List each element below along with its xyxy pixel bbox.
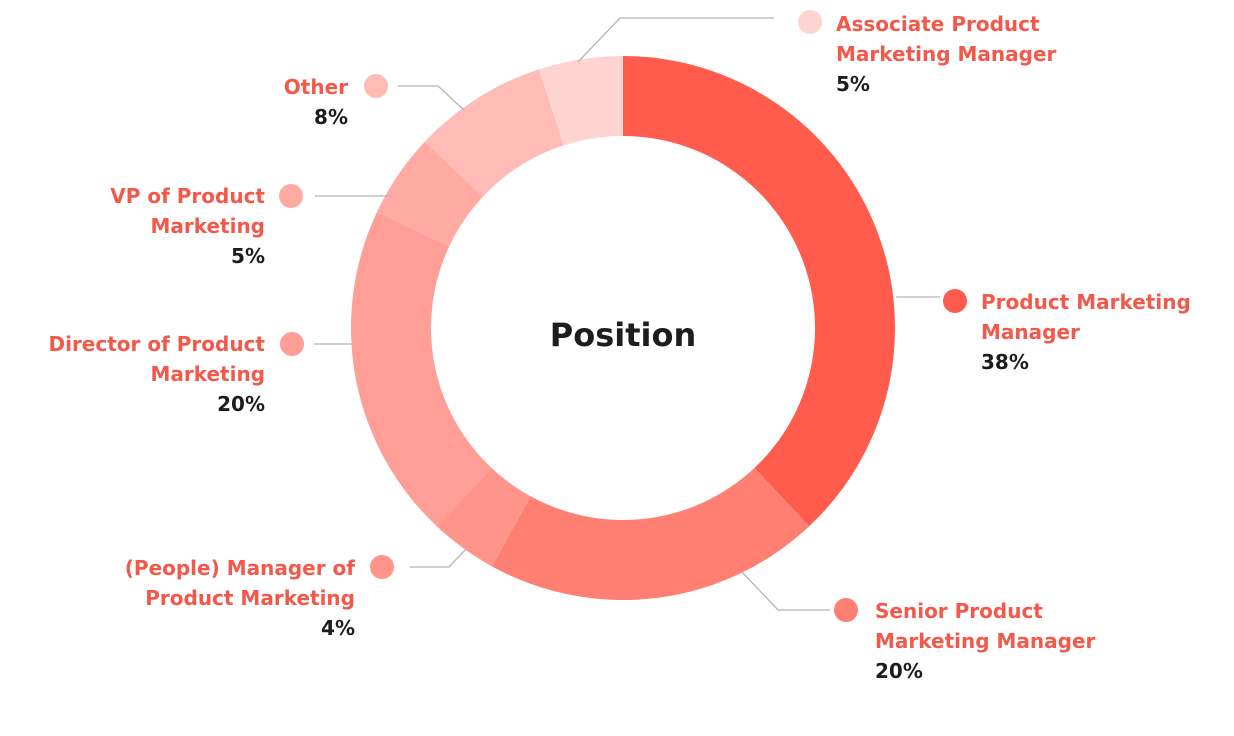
slice-category-label: Product Marketing [981,290,1191,314]
donut-slice [538,56,623,146]
slice-category-label: VP of Product [110,184,265,208]
slice-category-label: Manager [981,320,1080,344]
slice-value-label: 8% [314,105,348,129]
leader-lines [314,17,940,611]
legend-dot [798,10,822,34]
slice-category-label: Marketing Manager [836,42,1057,66]
legend-dot [280,332,304,356]
slice-value-label: 38% [981,350,1029,374]
donut-slice [351,212,492,527]
slice-value-label: 5% [836,72,870,96]
donut-slice [436,467,531,567]
chart-title: Position [550,316,696,354]
slice-category-label: Associate Product [836,12,1040,36]
slice-labels: Product Marketing Manager 38% Senior Produc… [48,10,1191,683]
legend-dot [834,598,858,622]
slice-category-label: Marketing Manager [875,629,1096,653]
legend-dot [364,74,388,98]
leader-line [398,85,465,111]
slice-category-label: Product Marketing [145,586,355,610]
donut-slice [424,69,564,197]
leader-line [410,547,468,568]
donut-slice [623,56,896,527]
slice-category-label: Director of Product [48,332,265,356]
donut-slice [376,141,484,247]
legend-dot [279,184,303,208]
leader-line [741,571,830,611]
slice-value-label: 20% [875,659,923,683]
donut-slices [351,56,896,600]
donut-slice [491,467,810,600]
slice-value-label: 5% [231,244,265,268]
slice-category-label: (People) Manager of [125,556,356,580]
legend-dot [943,289,967,313]
leader-line [577,17,774,63]
legend-dot [370,555,394,579]
slice-value-label: 20% [217,392,265,416]
slice-category-label: Other [284,75,348,99]
slice-category-label: Marketing [150,362,265,386]
slice-category-label: Senior Product [875,599,1043,623]
slice-category-label: Marketing [150,214,265,238]
slice-value-label: 4% [321,616,355,640]
